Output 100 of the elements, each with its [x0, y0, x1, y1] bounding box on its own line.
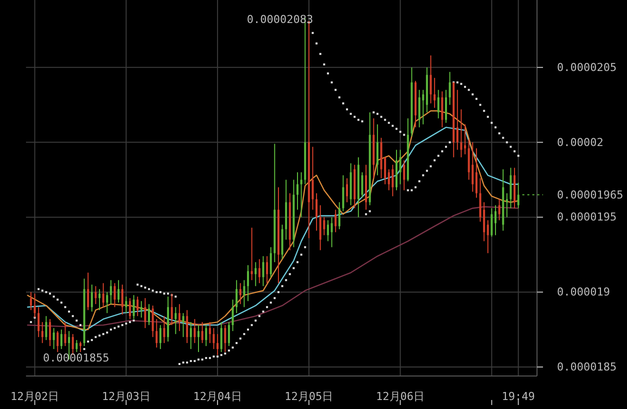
ref-line-label: 0.00001965: [557, 188, 624, 202]
candlestick: [186, 310, 188, 344]
candlestick: [243, 280, 246, 308]
candlestick: [98, 288, 100, 311]
candlestick: [437, 89, 440, 119]
candlestick: [205, 324, 208, 347]
candlestick: [56, 330, 59, 353]
annotation: 0.00001855: [43, 351, 110, 364]
candlestick: [64, 322, 66, 347]
candlestick: [334, 209, 337, 233]
candlestick: [45, 316, 48, 341]
y-tick-label: 0.00002: [557, 136, 604, 149]
candlestick: [430, 54, 432, 104]
candlestick: [212, 328, 215, 350]
candlestick: [464, 124, 466, 155]
candlestick: [79, 341, 82, 353]
x-tick-label: 12月02日: [10, 390, 60, 403]
candlestick: [125, 296, 128, 314]
candlestick: [144, 298, 146, 329]
candlestick: [326, 220, 329, 242]
candlestick: [506, 192, 508, 218]
candlestick: [140, 300, 142, 318]
candlestick: [102, 282, 104, 308]
candlestick: [312, 146, 314, 210]
candlestick: [224, 324, 226, 353]
candlestick: [388, 168, 390, 191]
candlestick: [163, 316, 166, 344]
candlestick: [319, 204, 322, 251]
candlestick: [338, 202, 340, 230]
candlestick: [448, 71, 451, 106]
candlestick: [399, 149, 402, 185]
candlestick: [156, 318, 158, 348]
candlestick: [114, 282, 116, 308]
candlestick: [41, 322, 44, 344]
candlestick: [475, 148, 478, 198]
candlestick: [316, 192, 318, 232]
candlestick: [270, 246, 272, 278]
candlestick: [236, 280, 238, 314]
x-tick-label: 12月05日: [284, 390, 334, 403]
candlestick: [87, 272, 90, 311]
x-tick-label: 12月04日: [193, 390, 242, 403]
candlestick: [148, 304, 150, 326]
candlestick: [266, 256, 268, 284]
candlestick: [418, 89, 420, 128]
candlestick: [460, 108, 462, 158]
candlestick: [159, 324, 162, 350]
candlestick: [441, 90, 444, 128]
candlestick: [486, 220, 489, 254]
candlestick: [498, 198, 500, 221]
candlestick: [250, 227, 253, 281]
x-tick-label: 12月06日: [376, 390, 425, 403]
y-tick-label: 0.0000195: [557, 210, 617, 224]
x-tick-label: 12月03日: [102, 390, 150, 403]
candlestick: [468, 138, 470, 180]
candlestick: [490, 208, 493, 238]
candlestick: [182, 312, 184, 338]
candlestick: [300, 172, 302, 218]
candlestick: [118, 280, 120, 304]
candlestick: [342, 174, 344, 212]
candlestick: [258, 258, 260, 284]
candlestick: [434, 77, 436, 108]
x-tick-label: 19:49: [502, 390, 535, 403]
y-tick-label: 0.0000185: [557, 360, 617, 374]
candlestick: [262, 256, 264, 287]
candlestick: [60, 329, 62, 350]
candlestick: [201, 322, 204, 344]
candlestick: [254, 262, 257, 287]
candlestick: [517, 182, 520, 209]
candlestick: [52, 328, 55, 350]
candlestick: [232, 299, 234, 332]
candlestick: [178, 304, 180, 332]
candlestick: [174, 306, 177, 335]
candlestick: [220, 322, 222, 353]
candlestick: [472, 142, 474, 192]
candlestick: [494, 204, 496, 236]
candlestick: [106, 292, 108, 314]
candlestick: [194, 318, 196, 344]
candlestick: [136, 296, 139, 317]
candlestick: [392, 164, 394, 197]
candlestick: [38, 306, 40, 338]
y-tick-label: 0.0000205: [557, 60, 617, 74]
candlestick: [376, 124, 378, 176]
candlestick: [152, 305, 154, 338]
candlestick: [330, 216, 333, 248]
candlestick: [132, 294, 135, 320]
candlestick: [128, 298, 131, 320]
candlestick: [456, 89, 458, 150]
candlestick: [76, 340, 78, 353]
candlestick: [239, 282, 242, 305]
candlestick: [510, 167, 512, 209]
candlestick: [197, 324, 200, 353]
candlestick: [121, 284, 124, 316]
y-tick-label: 0.000019: [557, 286, 610, 299]
candlestick: [110, 280, 112, 305]
annotation: 0.00002083: [246, 12, 314, 26]
candlestick: [190, 322, 192, 350]
candlestick: [296, 172, 298, 210]
candlestick: [30, 292, 32, 311]
candlestick: [94, 286, 97, 305]
candlestick: [422, 89, 424, 125]
